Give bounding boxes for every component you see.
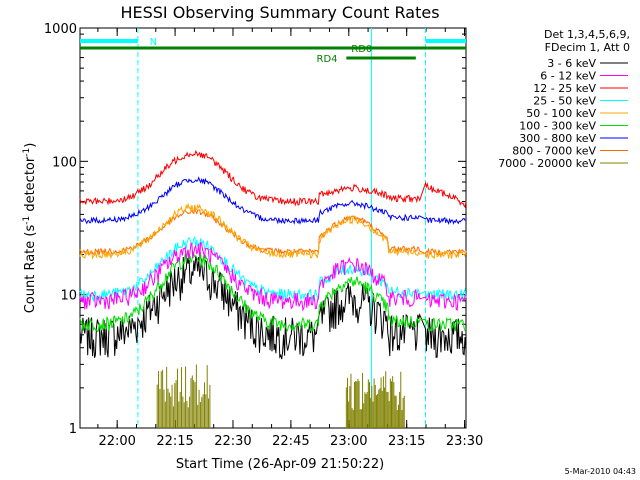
series-line xyxy=(79,149,467,209)
series-line xyxy=(79,176,467,226)
x-tick-label: 23:15 xyxy=(388,434,425,449)
y-axis-label-sup1: -1 xyxy=(22,216,32,225)
y-axis-label-part1: Count Rate (s xyxy=(23,225,38,314)
footer-timestamp: 5-Mar-2010 04:43 xyxy=(565,467,636,476)
series-line xyxy=(79,241,467,312)
chart-title: HESSI Observing Summary Count Rates xyxy=(120,3,439,22)
x-tick-label: 22:00 xyxy=(98,434,135,449)
y-axis-label: Count Rate (s-1 detector-1) xyxy=(22,143,38,314)
plot-area: 22:00 22:15 22:30 22:45 23:00 23:15 23:30 1 10 10… xyxy=(44,22,483,449)
legend-entry-label: 800 - 7000 keV xyxy=(512,145,596,158)
legend-entry-label: 25 - 50 keV xyxy=(533,95,596,108)
plot-frame xyxy=(79,27,467,429)
legend-entry-label: 12 - 25 keV xyxy=(533,82,596,95)
legend-entry-label: 3 - 6 keV xyxy=(547,57,596,70)
y-axis-label-sup2: -1 xyxy=(22,148,32,157)
legend-entry-label: 100 - 300 keV xyxy=(519,120,596,133)
x-axis-label: Start Time (26-Apr-09 21:50:22) xyxy=(176,457,384,472)
y-tick-label: 100 xyxy=(52,155,77,170)
x-tick-label: 22:45 xyxy=(272,434,309,449)
legend: Det 1,3,4,5,6,9, FDecim 1, Att 0 3 - 6 k… xyxy=(498,28,630,170)
x-tick-label: 22:15 xyxy=(156,434,193,449)
x-tick-label: 23:00 xyxy=(330,434,367,449)
y-axis-label-part3: ) xyxy=(23,143,38,148)
series-line xyxy=(79,235,467,303)
legend-entry-label: 300 - 800 keV xyxy=(519,132,596,145)
night-label: N xyxy=(150,37,157,48)
legend-entry-label: 7000 - 20000 keV xyxy=(498,157,596,170)
y-tick-label: 1 xyxy=(69,422,77,437)
x-tick-label: 23:30 xyxy=(446,434,483,449)
y-axis-label-part2: detector xyxy=(23,156,38,216)
rd4-label: RD4 xyxy=(317,54,338,65)
y-tick-label: 1000 xyxy=(44,22,77,37)
legend-header-line1: Det 1,3,4,5,6,9, xyxy=(544,28,630,41)
legend-entry-label: 50 - 100 keV xyxy=(526,107,596,120)
series-line xyxy=(79,255,467,360)
series-line xyxy=(79,202,467,260)
rd0-label: RD0 xyxy=(351,44,372,55)
legend-header-line2: FDecim 1, Att 0 xyxy=(545,41,630,54)
x-tick-label: 22:30 xyxy=(214,434,251,449)
y-tick-label: 10 xyxy=(60,289,77,304)
series-line xyxy=(79,250,467,333)
legend-entry-label: 6 - 12 keV xyxy=(540,70,596,83)
